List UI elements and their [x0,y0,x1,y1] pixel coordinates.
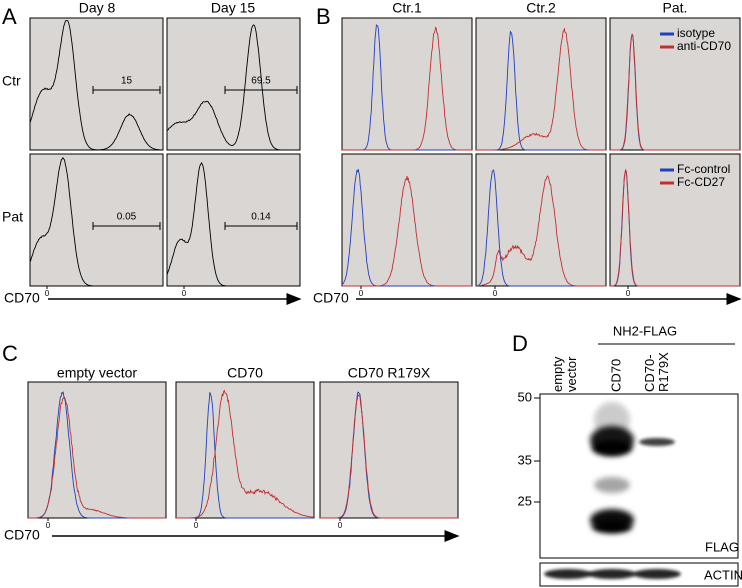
label: Fc-control [677,162,730,176]
histogram-curve [176,389,315,519]
lane-label-line: R179X [656,352,671,392]
plot-box [29,17,164,151]
histogram-curve [29,157,163,287]
label: 35 [518,452,532,467]
label: CD70 [4,527,40,543]
lane-label-line: empty [550,356,565,392]
label: CD70 [608,359,623,392]
label: Day 15 [211,0,256,16]
plot-box [609,17,741,151]
label: 0.14 [251,212,271,223]
plot-box [29,153,164,287]
label: Ctr [2,73,21,89]
label: emptyvector [550,356,579,392]
lane-label-line: vector [564,356,579,392]
label: ACTIN [704,567,742,582]
histogram-curve [166,161,300,287]
label: 0 [626,289,631,298]
histogram-curve [176,391,314,519]
label: CD70 [227,365,263,381]
blot [539,393,739,559]
label: 0 [194,521,199,530]
plot-box [166,17,301,151]
label: 0 [46,521,51,530]
label: 0 [338,521,343,530]
label: FLAG [705,539,739,554]
histogram-curve [28,396,166,519]
blot-band [594,477,630,493]
label: Pat. [663,0,688,16]
label: CD70-R179X [642,352,671,392]
label: 0 [182,289,187,298]
label: 0 [359,289,364,298]
blot-band [544,569,592,579]
label: 0 [45,289,50,298]
label: 0.05 [117,212,137,223]
plot-box [175,381,315,519]
histogram-curve [475,175,606,287]
histogram-curve [342,26,472,151]
histogram-curve [320,394,458,519]
plot-box [319,381,459,519]
lane-label-line: CD70- [642,354,657,392]
label: Ctr.1 [392,0,422,16]
label: NH2-FLAG [613,323,677,338]
label: empty vector [57,365,137,381]
plot-box [341,153,473,287]
plot-box [341,17,473,151]
label: 69.5 [251,76,271,87]
label: C [2,341,18,366]
label: anti-CD70 [677,39,731,53]
label: B [316,4,331,29]
label: Day 8 [79,0,116,16]
label: 25 [518,493,532,508]
plot-box [166,153,301,287]
label: CD70 [313,290,349,306]
histogram-curve [476,28,606,151]
histogram-curve [166,24,300,151]
histogram-curve [610,33,740,151]
label: CD70 R179X [348,365,431,381]
blot-band [592,440,632,456]
plot-box [27,381,167,519]
blot-band [639,438,675,446]
label: 50 [518,389,532,404]
label: Fc-CD27 [677,175,725,189]
histogram-curve [610,169,740,287]
histogram-curve [29,20,163,151]
label: 0 [493,289,498,298]
plot-box [475,17,607,151]
histogram-curve [342,176,472,287]
blot-band [633,569,681,579]
label: Ctr.2 [526,0,556,16]
blot-band [592,521,632,533]
label: 15 [121,76,133,87]
label: isotype [677,26,715,40]
blot-band [588,569,636,579]
label: Pat [2,209,23,225]
label: D [512,331,528,356]
label: A [2,4,17,29]
label: CD70 [4,290,40,306]
